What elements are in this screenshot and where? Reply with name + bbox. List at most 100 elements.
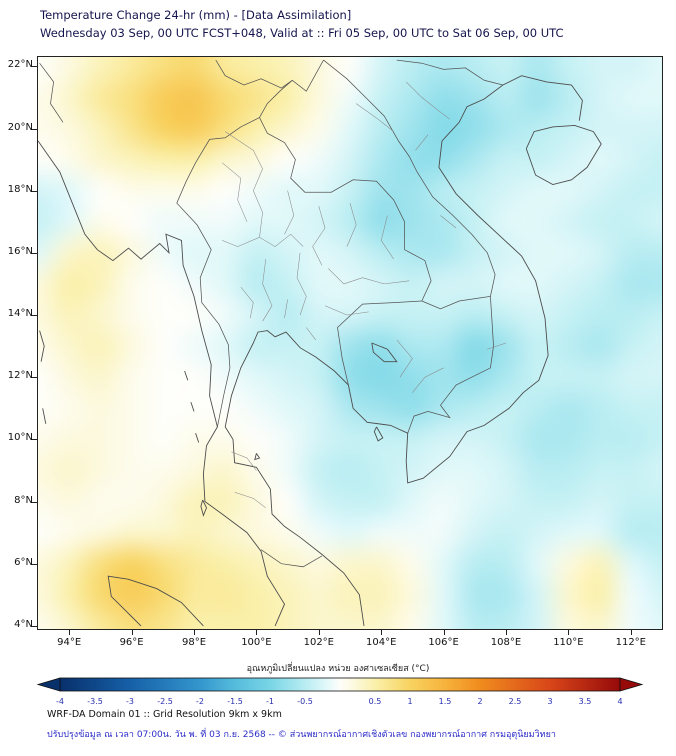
map-outline-mergui-3 (195, 433, 200, 443)
colorbar-tick-label: 3 (547, 697, 552, 706)
colorbar-tick-label: -1.5 (227, 697, 243, 706)
map-outline-p2 (221, 162, 248, 222)
colorbar-tick-label: 0.5 (369, 697, 382, 706)
y-axis-tick-label: 22°N (7, 59, 33, 71)
map-outline-p22 (487, 342, 507, 350)
x-axis-tick (131, 630, 133, 635)
page-subtitle: Wednesday 03 Sep, 00 UTC FCST+048, Valid… (40, 26, 564, 40)
map-outline-border-th-kh (337, 300, 422, 386)
x-axis-tick-label: 108°E (490, 637, 522, 648)
colorbar: -4 -3.5 -3 -2.5 -2 -1.5 -1 -0.5 0.5 1 1.5 2 2.5 3 3.5 4 (36, 677, 644, 706)
map-outline-p21 (440, 215, 457, 229)
map-outline-border-la-vn-kh (323, 59, 496, 434)
map-plot (37, 56, 663, 630)
x-axis-tick-label: 102°E (303, 637, 334, 648)
x-axis-tick-label: 104°E (365, 637, 397, 648)
map-outline-p6 (312, 206, 326, 266)
map-outline-border-th-my-s (260, 549, 323, 568)
y-axis-tick-label: 16°N (7, 245, 33, 257)
heatmap-layer (38, 57, 662, 629)
map-outlines-layer (38, 59, 602, 627)
map-outline-mergui-2 (190, 401, 195, 412)
x-axis-tick-label: 100°E (241, 637, 272, 648)
x-axis-tick (568, 630, 570, 635)
colorbar-tick-label: -1 (266, 697, 274, 706)
x-axis-tick-label: 110°E (553, 637, 584, 648)
x-axis-tick-label: 106°E (428, 637, 459, 648)
footer-update-text: ปรับปรุงข้อมูล ณ เวลา 07:00น. วัน พ. ที่… (47, 730, 556, 740)
colorbar-tick-label: 1 (407, 697, 412, 706)
map-outline-p18 (406, 81, 450, 120)
y-axis-tick-label: 6°N (14, 556, 33, 568)
map-outline-samui (254, 453, 261, 461)
map-outline-coast-west (38, 140, 286, 627)
x-axis-tick (194, 630, 195, 635)
x-axis-tick-label: 96°E (119, 637, 144, 648)
x-axis-tick (443, 630, 445, 635)
map-outline-coast-gulf-east (224, 75, 583, 626)
colorbar-left-arrow (36, 677, 61, 692)
colorbar-tick-label: -2.5 (157, 697, 173, 706)
y-axis-tick-label: 8°N (14, 494, 33, 506)
map-outline-andaman-2 (42, 408, 47, 424)
map-outline-p9 (296, 252, 307, 316)
map-outline-p4 (259, 233, 304, 247)
page-title: Temperature Change 24-hr (mm) - [Data As… (40, 8, 352, 22)
map-outline-p12 (262, 259, 273, 322)
map-outline-p10 (328, 268, 410, 285)
map-outline-p11 (324, 305, 369, 316)
map-outline-mergui-1 (184, 370, 189, 381)
y-axis-tick-label: 4°N (14, 618, 33, 630)
map-outline-border-th-la (259, 117, 432, 302)
map-outline-p7 (346, 203, 357, 247)
x-axis-tick-label: 98°E (181, 637, 207, 648)
map-outline-p19 (356, 103, 394, 132)
colorbar-tick-label: 2.5 (509, 697, 522, 706)
map-outline-border-la-kh (421, 296, 491, 310)
y-axis-tick-label: 18°N (7, 183, 33, 195)
x-axis-tick-label: 112°E (615, 637, 646, 648)
map-outline-p8 (380, 215, 394, 260)
map-outline-border-in-my (39, 62, 64, 123)
colorbar-right-arrow (619, 677, 644, 692)
map-outline-p13 (240, 286, 254, 319)
x-axis-tick (381, 630, 383, 635)
map-outline-andaman-1 (39, 330, 45, 362)
x-axis-tick (630, 630, 632, 635)
colorbar-tick-label: 1.5 (439, 697, 452, 706)
colorbar-tick-label: -4 (56, 697, 64, 706)
x-axis-tick (318, 630, 320, 635)
map-outline-p5 (284, 190, 295, 235)
colorbar-tick-label: -3.5 (87, 697, 103, 706)
y-axis-tick-label: 12°N (7, 370, 33, 382)
x-axis-tick-label: 94°E (57, 637, 82, 648)
map-outline-phu-quoc (373, 426, 384, 442)
map-outline-p3 (221, 237, 260, 247)
x-axis-tick (69, 630, 71, 635)
y-axis-tick-label: 10°N (7, 432, 33, 444)
map-outline-p14 (284, 299, 288, 319)
map-outline-border-cn-vn (396, 59, 503, 86)
map-outline-tonle-sap (371, 342, 398, 363)
x-axis-tick (256, 630, 258, 635)
footer-domain-text: WRF-DA Domain 01 :: Grid Resolution 9km … (47, 709, 282, 720)
colorbar-tick-label: 3.5 (579, 697, 592, 706)
map-outline-p16 (231, 451, 257, 471)
colorbar-bar (59, 677, 621, 692)
map-outline-border-my-th (176, 117, 260, 427)
map-outline-p17 (234, 491, 266, 509)
map-outline-p23 (412, 367, 444, 393)
map-outline-hainan (525, 124, 602, 185)
y-axis-tick-label: 20°N (7, 121, 33, 133)
x-axis-tick (506, 630, 507, 635)
map-outline-border-cn-west (215, 59, 324, 92)
map-outline-p1 (225, 131, 263, 238)
colorbar-tick-label: -3 (126, 697, 134, 706)
map-outline-sumatra (107, 575, 204, 627)
y-axis-tick-label: 14°N (7, 308, 33, 320)
colorbar-tick-label: 4 (617, 697, 622, 706)
map-outline-p15 (306, 327, 316, 341)
map-outline-phuket (200, 499, 207, 517)
colorbar-tick-label: -0.5 (297, 697, 313, 706)
